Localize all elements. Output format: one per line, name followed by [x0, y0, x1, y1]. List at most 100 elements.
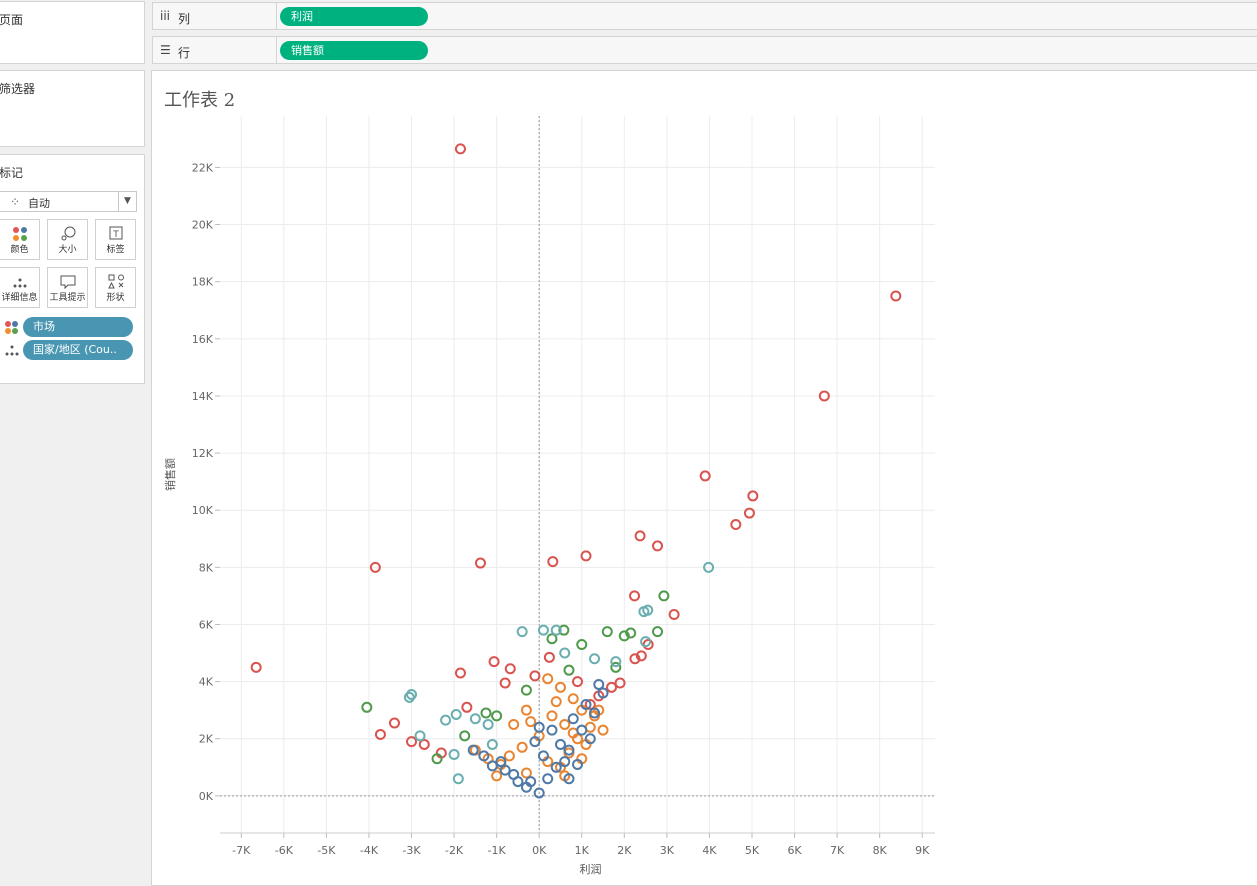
- data-point: [529, 670, 541, 682]
- sheet-title: 工作表 2: [164, 90, 236, 111]
- y-tick-label: 22K: [192, 161, 214, 174]
- y-tick-label: 10K: [192, 504, 214, 517]
- rows-icon: ☰: [160, 43, 171, 57]
- data-point: [572, 758, 583, 770]
- data-point: [504, 663, 516, 675]
- data-point: [486, 760, 498, 772]
- data-point: [610, 656, 622, 668]
- country-pill[interactable]: 国家/地区 (Cou..: [23, 340, 133, 360]
- data-point: [563, 744, 575, 756]
- data-point: [559, 756, 571, 768]
- tooltip-button-label: 工具提示: [49, 293, 86, 303]
- data-point: [520, 704, 532, 716]
- chevron-down-icon: ▼: [118, 192, 136, 211]
- data-point: [642, 604, 654, 616]
- data-point: [635, 650, 647, 662]
- x-tick-label: -4K: [360, 844, 379, 857]
- data-point: [634, 530, 646, 542]
- x-tick-label: 2K: [617, 844, 632, 857]
- data-point: [482, 718, 494, 730]
- data-point: [516, 741, 528, 753]
- data-point: [601, 626, 613, 638]
- detail-icon: [5, 345, 19, 356]
- profit-pill[interactable]: 利润: [280, 7, 428, 26]
- data-point: [525, 716, 537, 728]
- data-point: [640, 636, 652, 648]
- data-point: [668, 608, 680, 620]
- data-point: [516, 626, 528, 638]
- label-button[interactable]: T 标签: [95, 219, 136, 260]
- color-button[interactable]: 颜色: [0, 219, 40, 260]
- mark-type-label: 自动: [28, 197, 50, 210]
- filters-card[interactable]: 筛选器: [0, 70, 145, 147]
- data-point: [614, 677, 626, 689]
- y-tick-label: 0K: [199, 790, 214, 803]
- data-point: [550, 761, 562, 773]
- data-point: [547, 556, 559, 568]
- data-point: [459, 730, 471, 742]
- columns-shelf[interactable]: iii 列 利润: [152, 2, 1257, 30]
- data-point: [589, 707, 601, 719]
- data-point: [890, 290, 902, 302]
- data-point: [580, 550, 592, 562]
- shape-button[interactable]: 形状: [95, 267, 136, 308]
- x-tick-label: -6K: [275, 844, 294, 857]
- x-tick-label: 7K: [830, 844, 845, 857]
- data-point: [703, 561, 715, 573]
- data-point: [629, 653, 641, 665]
- color-icon: [13, 227, 27, 241]
- data-point: [454, 143, 466, 155]
- data-point: [546, 633, 558, 645]
- data-point: [629, 590, 641, 602]
- data-point: [478, 750, 490, 762]
- data-point: [369, 561, 381, 573]
- shape-button-label: 形状: [106, 293, 125, 303]
- country-detail-field[interactable]: 国家/地区 (Cou..: [0, 340, 139, 360]
- data-point: [520, 767, 532, 779]
- data-point: [533, 721, 545, 733]
- x-tick-label: -3K: [402, 844, 421, 857]
- data-point: [652, 626, 664, 638]
- data-point: [495, 756, 507, 768]
- pages-title: 页面: [0, 13, 24, 27]
- data-point: [563, 773, 575, 785]
- marks-title: 标记: [0, 166, 24, 180]
- data-point: [699, 470, 711, 482]
- data-point: [658, 590, 670, 602]
- detail-button[interactable]: 详细信息: [0, 267, 40, 308]
- y-tick-label: 6K: [199, 618, 214, 631]
- data-point: [537, 624, 549, 636]
- mark-type-dropdown[interactable]: ⁘ 自动 ▼: [0, 191, 137, 212]
- columns-icon: iii: [160, 9, 171, 23]
- tooltip-button[interactable]: 工具提示: [47, 267, 88, 308]
- x-axis-title: 利润: [580, 862, 602, 876]
- data-point: [414, 730, 426, 742]
- shape-auto-icon: ⁘: [10, 195, 21, 209]
- y-tick-label: 4K: [199, 676, 214, 689]
- market-pill[interactable]: 市场: [23, 317, 133, 337]
- data-point: [567, 713, 579, 725]
- data-point: [361, 701, 373, 713]
- market-color-field[interactable]: 市场: [0, 317, 139, 337]
- data-point: [537, 750, 549, 762]
- data-point: [542, 673, 554, 685]
- data-point: [448, 748, 460, 760]
- x-tick-label: 3K: [660, 844, 675, 857]
- data-point: [499, 677, 511, 689]
- rows-shelf[interactable]: ☰ 行 销售额: [152, 36, 1257, 64]
- data-point: [606, 681, 618, 693]
- scatter-chart[interactable]: -7K -6K -5K -4K -3K -2K -1K 0K 1K 2K 3K 4K 5K 6K 7K 8K 9…: [152, 71, 1257, 885]
- data-point: [440, 714, 452, 726]
- data-point: [550, 624, 562, 636]
- data-point: [486, 738, 498, 750]
- data-point: [431, 753, 443, 765]
- size-button[interactable]: 大小: [47, 219, 88, 260]
- data-point: [529, 736, 541, 748]
- y-axis-title: 销售额: [163, 458, 177, 491]
- y-tick-label: 12K: [192, 447, 214, 460]
- sales-pill[interactable]: 销售额: [280, 41, 428, 60]
- data-point: [625, 627, 637, 639]
- y-tick-label: 20K: [192, 219, 214, 232]
- data-point: [597, 687, 609, 699]
- data-point: [554, 681, 566, 693]
